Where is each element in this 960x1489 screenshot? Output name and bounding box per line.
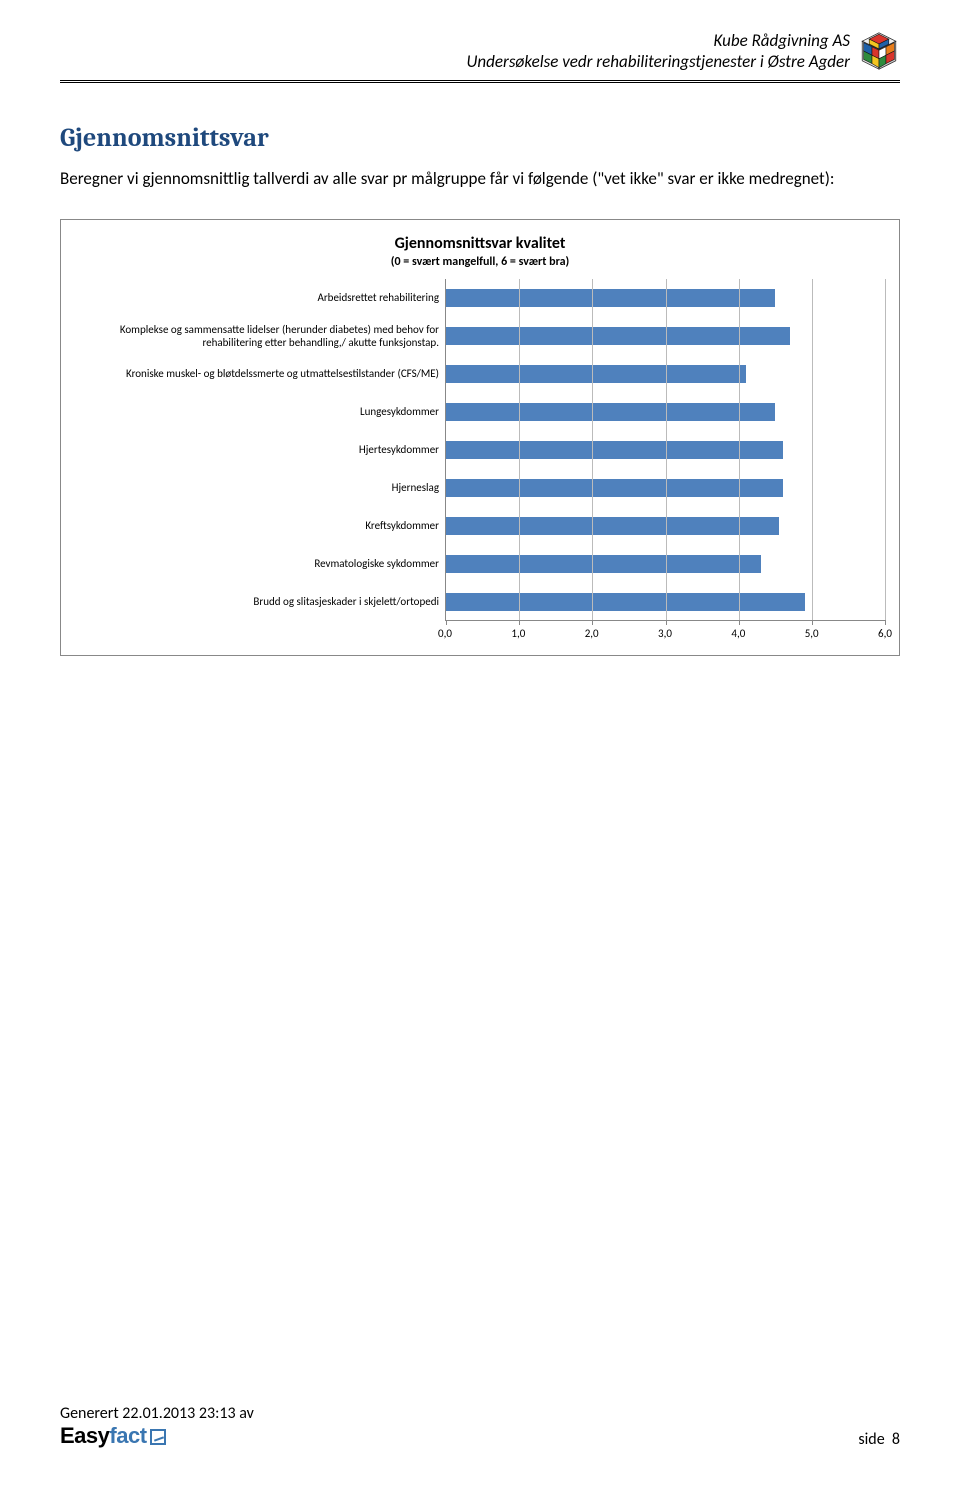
chart-gridline bbox=[739, 279, 740, 620]
chart-category-label: Brudd og slitasjeskader i skjelett/ortop… bbox=[75, 595, 445, 608]
chart-category-row: Kroniske muskel- og bløtdelssmerte og ut… bbox=[75, 355, 445, 393]
chart-category-label: Komplekse og sammensatte lidelser (herun… bbox=[75, 323, 445, 349]
chart-y-labels: Arbeidsrettet rehabilitering Komplekse og… bbox=[75, 279, 445, 645]
chart-category-row: Revmatologiske sykdommer bbox=[75, 545, 445, 583]
chart-x-axis: 0,01,02,03,04,05,06,0 bbox=[445, 627, 885, 645]
page: Kube Rådgivning AS Undersøkelse vedr reh… bbox=[0, 0, 960, 1489]
chart-gridline bbox=[666, 279, 667, 620]
section-title: Gjennomsnittsvar bbox=[60, 123, 900, 153]
chart-category-row: Arbeidsrettet rehabilitering bbox=[75, 279, 445, 317]
chart-category-label: Kroniske muskel- og bløtdelssmerte og ut… bbox=[75, 367, 445, 380]
chart-body: Arbeidsrettet rehabilitering Komplekse og… bbox=[75, 279, 885, 645]
footer-right: side 8 bbox=[858, 1430, 900, 1449]
chart-bar bbox=[446, 289, 775, 307]
chart-bar bbox=[446, 593, 805, 611]
chart-category-label: Hjertesykdommer bbox=[75, 443, 445, 456]
chart-tickmark bbox=[812, 620, 813, 625]
doc-subtitle: Undersøkelse vedr rehabiliteringstjenest… bbox=[60, 51, 850, 72]
chart-x-tick-label: 2,0 bbox=[585, 627, 599, 640]
chart-plot-column: 0,01,02,03,04,05,06,0 bbox=[445, 279, 885, 645]
intro-paragraph: Beregner vi gjennomsnittlig tallverdi av… bbox=[60, 167, 900, 191]
chart-category-row: Hjertesykdommer bbox=[75, 431, 445, 469]
chart-x-tick-label: 0,0 bbox=[438, 627, 452, 640]
chart-category-row: Kreftsykdommer bbox=[75, 507, 445, 545]
content-spacer bbox=[60, 656, 900, 1384]
chart-x-tick-label: 4,0 bbox=[731, 627, 745, 640]
chart-bar bbox=[446, 555, 761, 573]
header-text-block: Kube Rådgivning AS Undersøkelse vedr reh… bbox=[60, 30, 850, 72]
chart-category-row: Brudd og slitasjeskader i skjelett/ortop… bbox=[75, 583, 445, 621]
chart-bar bbox=[446, 441, 783, 459]
page-header: Kube Rådgivning AS Undersøkelse vedr reh… bbox=[60, 30, 900, 72]
chart-tickmark bbox=[666, 620, 667, 625]
page-number: 8 bbox=[892, 1430, 900, 1449]
chart-tickmark bbox=[446, 620, 447, 625]
chart-tickmark bbox=[739, 620, 740, 625]
page-footer: Generert 22.01.2013 23:13 av Easyfact si… bbox=[60, 1404, 900, 1449]
chart-x-tick-label: 3,0 bbox=[658, 627, 672, 640]
header-divider bbox=[60, 80, 900, 83]
chart-category-label: Hjerneslag bbox=[75, 481, 445, 494]
brand-prefix: Easy bbox=[60, 1423, 109, 1449]
chart-category-label: Arbeidsrettet rehabilitering bbox=[75, 291, 445, 304]
chart-category-row: Hjerneslag bbox=[75, 469, 445, 507]
rubiks-cube-icon bbox=[858, 30, 900, 72]
chart-gridline bbox=[592, 279, 593, 620]
chart-category-row: Komplekse og sammensatte lidelser (herun… bbox=[75, 317, 445, 355]
chart-x-tick-label: 5,0 bbox=[805, 627, 819, 640]
chart-title: Gjennomsnittsvar kvalitet bbox=[75, 234, 885, 253]
generated-timestamp: Generert 22.01.2013 23:13 av bbox=[60, 1404, 254, 1423]
page-label: side bbox=[858, 1430, 884, 1449]
footer-left: Generert 22.01.2013 23:13 av Easyfact bbox=[60, 1404, 254, 1449]
chart-bar bbox=[446, 479, 783, 497]
chart-x-tick-label: 1,0 bbox=[511, 627, 525, 640]
chart-bar bbox=[446, 403, 775, 421]
chart-category-row: Lungesykdommer bbox=[75, 393, 445, 431]
chart-gridline bbox=[812, 279, 813, 620]
chart-subtitle: (0 = svært mangelfull, 6 = svært bra) bbox=[75, 255, 885, 269]
chart-tickmark bbox=[592, 620, 593, 625]
chart-frame: Gjennomsnittsvar kvalitet (0 = svært man… bbox=[60, 219, 900, 656]
org-name: Kube Rådgivning AS bbox=[60, 30, 850, 51]
labels-spacer bbox=[75, 621, 445, 645]
chart-bar bbox=[446, 365, 746, 383]
brand-suffix: fact bbox=[109, 1423, 146, 1449]
chart-tickmark bbox=[885, 620, 886, 625]
easyfact-box-icon bbox=[150, 1429, 166, 1445]
chart-category-label: Kreftsykdommer bbox=[75, 519, 445, 532]
chart-plot-area bbox=[445, 279, 885, 621]
chart-gridline bbox=[519, 279, 520, 620]
chart-category-label: Lungesykdommer bbox=[75, 405, 445, 418]
chart-category-label: Revmatologiske sykdommer bbox=[75, 557, 445, 570]
chart-bar bbox=[446, 517, 779, 535]
chart-x-tick-label: 6,0 bbox=[878, 627, 892, 640]
easyfact-logo: Easyfact bbox=[60, 1423, 254, 1449]
chart-gridline bbox=[885, 279, 886, 620]
chart-tickmark bbox=[519, 620, 520, 625]
